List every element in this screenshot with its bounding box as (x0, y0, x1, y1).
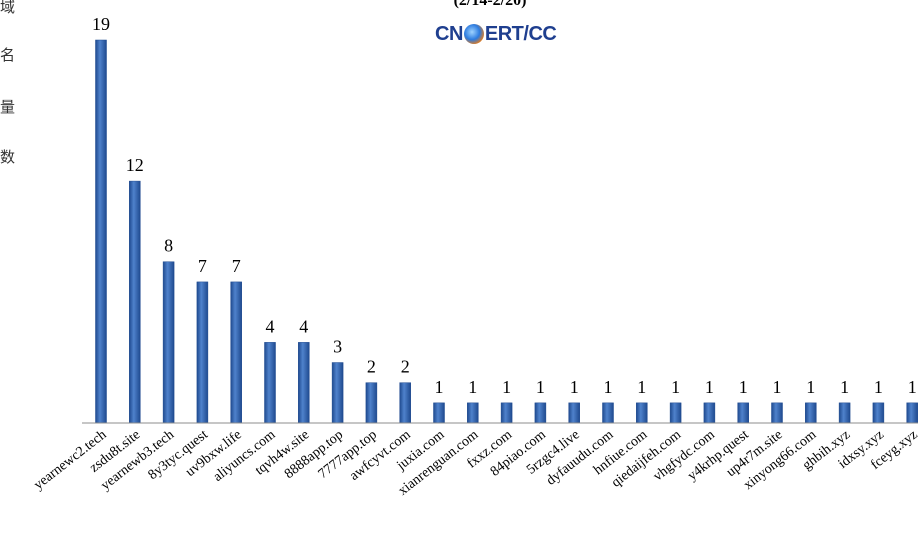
data-label: 1 (637, 377, 646, 397)
data-label: 12 (126, 155, 144, 175)
bar (737, 402, 749, 424)
side-char: 名 (0, 46, 16, 64)
bar (636, 402, 648, 424)
side-char: 量 (0, 98, 16, 116)
bar (872, 402, 885, 424)
data-label: 1 (840, 377, 849, 397)
data-label: 1 (874, 377, 883, 397)
bar (534, 402, 547, 424)
bar (568, 402, 580, 424)
bar (230, 281, 242, 424)
bar (399, 382, 411, 424)
bar (467, 402, 479, 424)
data-label: 2 (367, 357, 376, 377)
bar (298, 342, 310, 424)
data-label: 1 (739, 377, 748, 397)
bar (331, 362, 344, 424)
data-label: 1 (908, 377, 917, 397)
data-label: 1 (604, 377, 613, 397)
data-label: 8 (164, 236, 173, 256)
logo-text-left: CN (435, 22, 463, 45)
bar (771, 402, 783, 424)
data-label: 1 (773, 377, 782, 397)
bar (669, 402, 682, 424)
side-char: 域 (0, 0, 16, 16)
bar (433, 402, 445, 424)
data-label: 1 (705, 377, 714, 397)
data-label: 1 (806, 377, 815, 397)
bar (906, 402, 918, 424)
bars-group (95, 39, 918, 424)
data-label: 1 (671, 377, 680, 397)
data-label: 1 (502, 377, 511, 397)
data-label: 3 (333, 337, 342, 357)
data-label: 2 (401, 357, 410, 377)
bar (162, 261, 175, 424)
bar (838, 402, 851, 424)
data-label: 4 (266, 316, 275, 336)
bar (129, 180, 141, 424)
side-char: 数 (0, 148, 16, 166)
bar (365, 382, 378, 424)
bar (500, 402, 513, 424)
data-label: 19 (92, 14, 110, 34)
bar (703, 402, 716, 424)
data-labels-group: 19 12 8 7 7 4 4 3 2 2 1 1 1 1 1 1 1 1 1 1 1 1 1 1 1 (92, 14, 917, 397)
data-label: 1 (435, 377, 444, 397)
data-label: 7 (198, 256, 207, 276)
bar (264, 342, 276, 424)
data-label: 4 (299, 316, 308, 336)
data-label: 7 (232, 256, 241, 276)
chart-period: (2/14-2/20) (453, 0, 527, 9)
x-tick-labels-group: yearnewc2.techzsdu8t.siteyearnewb3.tech8… (31, 427, 920, 498)
bar (602, 402, 614, 424)
data-label: 1 (570, 377, 579, 397)
bar (805, 402, 817, 424)
bar (196, 281, 209, 424)
globe-icon (463, 24, 484, 44)
bar (95, 39, 107, 424)
data-label: 1 (468, 377, 477, 397)
cncert-logo: CN ERT/CC (435, 20, 557, 48)
data-label: 1 (536, 377, 545, 397)
logo-text-right: ERT/CC (484, 22, 557, 45)
